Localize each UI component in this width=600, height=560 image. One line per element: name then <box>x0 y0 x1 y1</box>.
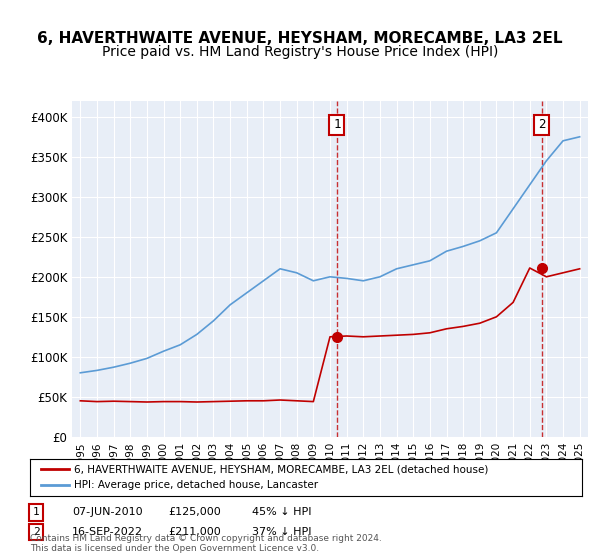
Text: 6, HAVERTHWAITE AVENUE, HEYSHAM, MORECAMBE, LA3 2EL (detached house): 6, HAVERTHWAITE AVENUE, HEYSHAM, MORECAM… <box>74 464 488 474</box>
Text: Price paid vs. HM Land Registry's House Price Index (HPI): Price paid vs. HM Land Registry's House … <box>102 45 498 59</box>
Text: 45% ↓ HPI: 45% ↓ HPI <box>252 507 311 517</box>
Text: 2: 2 <box>32 527 40 537</box>
Text: 2: 2 <box>538 118 545 131</box>
Text: HPI: Average price, detached house, Lancaster: HPI: Average price, detached house, Lanc… <box>74 480 318 491</box>
Text: 1: 1 <box>333 118 341 131</box>
Text: 16-SEP-2022: 16-SEP-2022 <box>72 527 143 537</box>
Text: £125,000: £125,000 <box>168 507 221 517</box>
Text: 1: 1 <box>32 507 40 517</box>
Text: 07-JUN-2010: 07-JUN-2010 <box>72 507 143 517</box>
Text: £211,000: £211,000 <box>168 527 221 537</box>
Text: 37% ↓ HPI: 37% ↓ HPI <box>252 527 311 537</box>
Text: 6, HAVERTHWAITE AVENUE, HEYSHAM, MORECAMBE, LA3 2EL: 6, HAVERTHWAITE AVENUE, HEYSHAM, MORECAM… <box>37 31 563 46</box>
Text: Contains HM Land Registry data © Crown copyright and database right 2024.
This d: Contains HM Land Registry data © Crown c… <box>30 534 382 553</box>
